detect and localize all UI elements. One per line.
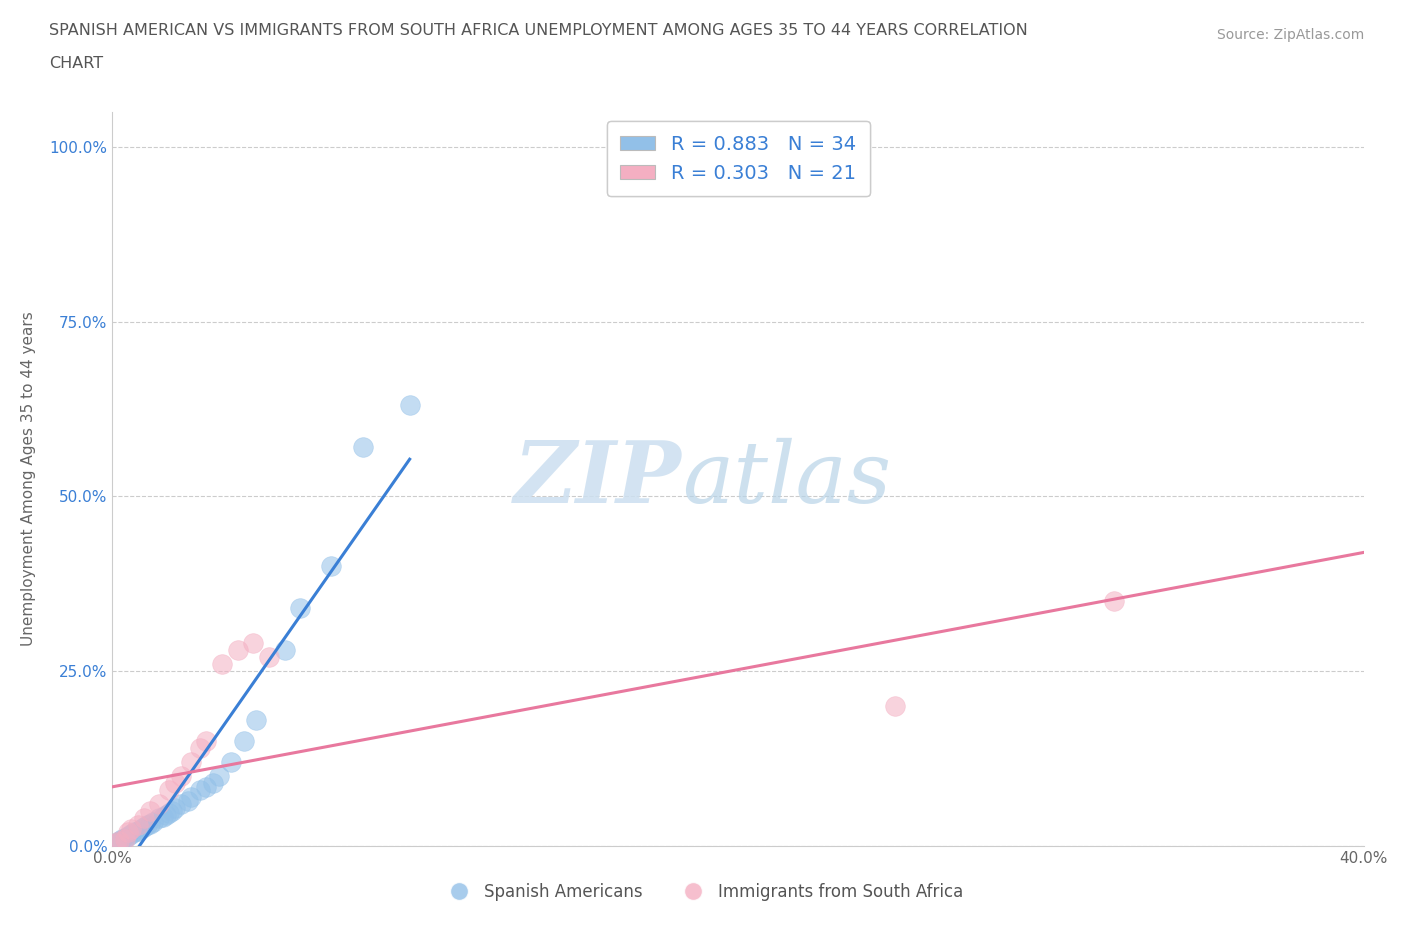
Point — [117, 825, 139, 840]
Point — [201, 776, 224, 790]
Point — [170, 797, 193, 812]
Point — [398, 398, 420, 413]
Point — [142, 815, 165, 830]
Point — [114, 831, 136, 846]
Y-axis label: Unemployment Among Ages 35 to 44 years: Unemployment Among Ages 35 to 44 years — [21, 312, 35, 646]
Point — [104, 835, 127, 850]
Point — [120, 826, 142, 841]
Text: atlas: atlas — [682, 438, 891, 520]
Point — [148, 797, 170, 812]
Text: CHART: CHART — [49, 56, 103, 71]
Point — [226, 643, 249, 658]
Point — [157, 805, 180, 820]
Point — [211, 657, 233, 671]
Point — [120, 821, 142, 836]
Point — [188, 741, 211, 756]
Point — [114, 830, 136, 845]
Point — [321, 559, 343, 574]
Point — [232, 734, 254, 749]
Point — [176, 793, 198, 808]
Point — [117, 829, 139, 844]
Point — [163, 801, 186, 816]
Point — [290, 601, 312, 616]
Point — [180, 755, 202, 770]
Point — [155, 807, 177, 822]
Point — [221, 755, 243, 770]
Point — [188, 783, 211, 798]
Point — [242, 636, 264, 651]
Point — [148, 811, 170, 826]
Point — [132, 811, 155, 826]
Point — [195, 734, 218, 749]
Point — [160, 804, 183, 818]
Legend: R = 0.883   N = 34, R = 0.303   N = 21: R = 0.883 N = 34, R = 0.303 N = 21 — [607, 121, 869, 196]
Point — [127, 817, 149, 832]
Point — [245, 713, 267, 728]
Point — [180, 790, 202, 804]
Point — [107, 833, 129, 848]
Point — [163, 776, 186, 790]
Point — [132, 819, 155, 834]
Point — [135, 817, 157, 832]
Point — [273, 643, 295, 658]
Point — [111, 831, 134, 846]
Point — [104, 835, 127, 850]
Point — [152, 809, 174, 824]
Point — [107, 833, 129, 848]
Text: SPANISH AMERICAN VS IMMIGRANTS FROM SOUTH AFRICA UNEMPLOYMENT AMONG AGES 35 TO 4: SPANISH AMERICAN VS IMMIGRANTS FROM SOUT… — [49, 23, 1028, 38]
Point — [1102, 594, 1125, 609]
Text: Source: ZipAtlas.com: Source: ZipAtlas.com — [1216, 28, 1364, 42]
Point — [139, 817, 162, 831]
Point — [124, 825, 146, 840]
Point — [129, 821, 152, 836]
Point — [208, 769, 231, 784]
Point — [170, 769, 193, 784]
Point — [195, 779, 218, 794]
Legend: Spanish Americans, Immigrants from South Africa: Spanish Americans, Immigrants from South… — [436, 876, 970, 908]
Point — [883, 699, 905, 714]
Point — [127, 823, 149, 838]
Point — [352, 440, 374, 455]
Point — [257, 650, 280, 665]
Point — [139, 804, 162, 818]
Text: ZIP: ZIP — [515, 437, 682, 521]
Point — [157, 783, 180, 798]
